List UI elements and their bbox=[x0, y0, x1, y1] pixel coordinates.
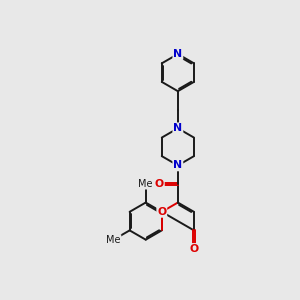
Text: O: O bbox=[189, 244, 199, 254]
Text: O: O bbox=[155, 179, 164, 189]
Text: N: N bbox=[173, 49, 182, 59]
Text: N: N bbox=[173, 123, 182, 133]
Text: Me: Me bbox=[139, 179, 153, 189]
Text: N: N bbox=[173, 160, 182, 170]
Text: O: O bbox=[157, 207, 167, 217]
Text: Me: Me bbox=[106, 235, 121, 245]
